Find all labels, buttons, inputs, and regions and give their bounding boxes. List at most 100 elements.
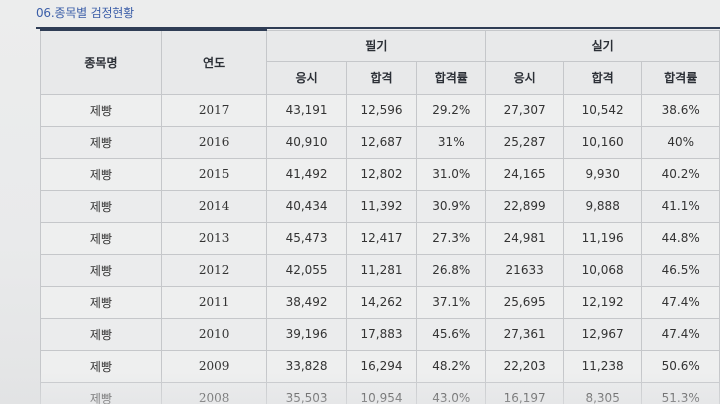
cell-practical-pass-rate: 38.6%	[641, 93, 720, 127]
header-year: 연도	[160, 29, 268, 95]
cell-written-passed: 12,596	[345, 93, 418, 127]
cell-written-applicants: 39,196	[266, 317, 347, 351]
cell-written-applicants: 43,191	[266, 93, 347, 127]
cell-written-pass-rate: 31.0%	[416, 157, 487, 191]
table-body: 제빵 2017 43,191 12,596 29.2% 27,307 10,54…	[40, 93, 720, 404]
cell-year: 2014	[160, 189, 268, 223]
cell-year: 2017	[160, 93, 268, 127]
cell-written-applicants: 45,473	[266, 221, 347, 255]
header-practical: 실기	[485, 29, 720, 62]
cell-written-pass-rate: 29.2%	[416, 93, 487, 127]
cell-written-passed: 14,262	[345, 285, 418, 319]
cell-written-passed: 12,802	[345, 157, 418, 191]
cell-practical-applicants: 24,165	[485, 157, 564, 191]
section-title: 06.종목별 검정현황	[36, 6, 134, 20]
cell-written-applicants: 33,828	[266, 349, 347, 383]
cell-practical-passed: 11,238	[562, 349, 643, 383]
cell-year: 2011	[160, 285, 268, 319]
table-row: 제빵 2010 39,196 17,883 45.6% 27,361 12,96…	[40, 317, 720, 351]
cell-practical-passed: 12,192	[562, 285, 643, 319]
cell-written-passed: 17,883	[345, 317, 418, 351]
table-header: 종목명 연도 필기 실기 응시 합격 합격률 응시 합격 합격률	[40, 29, 720, 95]
cell-practical-pass-rate: 40%	[641, 125, 720, 159]
cell-practical-applicants: 27,361	[485, 317, 564, 351]
cell-name: 제빵	[40, 253, 162, 287]
table-row: 제빵 2016 40,910 12,687 31% 25,287 10,160 …	[40, 125, 720, 159]
cell-practical-applicants: 25,287	[485, 125, 564, 159]
table-row: 제빵 2011 38,492 14,262 37.1% 25,695 12,19…	[40, 285, 720, 319]
cell-written-applicants: 41,492	[266, 157, 347, 191]
cell-practical-passed: 10,068	[562, 253, 643, 287]
cell-written-passed: 12,687	[345, 125, 418, 159]
cell-written-applicants: 40,910	[266, 125, 347, 159]
header-practical-pass-rate: 합격률	[641, 60, 720, 95]
cell-practical-passed: 9,930	[562, 157, 643, 191]
table-row: 제빵 2014 40,434 11,392 30.9% 22,899 9,888…	[40, 189, 720, 223]
cell-year: 2010	[160, 317, 268, 351]
header-written-passed: 합격	[345, 60, 418, 95]
header-written-applicants: 응시	[266, 60, 347, 95]
cell-name: 제빵	[40, 125, 162, 159]
cell-name: 제빵	[40, 381, 162, 404]
header-written: 필기	[266, 29, 487, 62]
cell-year: 2015	[160, 157, 268, 191]
cell-practical-applicants: 16,197	[485, 381, 564, 404]
cell-practical-passed: 8,305	[562, 381, 643, 404]
cell-name: 제빵	[40, 93, 162, 127]
cell-written-applicants: 38,492	[266, 285, 347, 319]
header-written-pass-rate: 합격률	[416, 60, 487, 95]
cell-name: 제빵	[40, 317, 162, 351]
cell-written-passed: 11,281	[345, 253, 418, 287]
cell-practical-applicants: 22,899	[485, 189, 564, 223]
cell-name: 제빵	[40, 189, 162, 223]
cell-practical-pass-rate: 41.1%	[641, 189, 720, 223]
cell-written-applicants: 35,503	[266, 381, 347, 404]
table-row: 제빵 2017 43,191 12,596 29.2% 27,307 10,54…	[40, 93, 720, 127]
cell-practical-pass-rate: 51.3%	[641, 381, 720, 404]
cell-written-applicants: 40,434	[266, 189, 347, 223]
cell-practical-pass-rate: 50.6%	[641, 349, 720, 383]
cell-written-pass-rate: 43.0%	[416, 381, 487, 404]
title-rule	[36, 27, 720, 29]
cell-practical-applicants: 27,307	[485, 93, 564, 127]
cell-practical-applicants: 22,203	[485, 349, 564, 383]
cell-written-passed: 10,954	[345, 381, 418, 404]
cell-practical-pass-rate: 47.4%	[641, 317, 720, 351]
cell-practical-passed: 10,542	[562, 93, 643, 127]
cell-practical-applicants: 21633	[485, 253, 564, 287]
table-row: 제빵 2008 35,503 10,954 43.0% 16,197 8,305…	[40, 381, 720, 404]
cell-practical-passed: 9,888	[562, 189, 643, 223]
cell-name: 제빵	[40, 221, 162, 255]
cell-name: 제빵	[40, 285, 162, 319]
table-row: 제빵 2009 33,828 16,294 48.2% 22,203 11,23…	[40, 349, 720, 383]
cell-year: 2008	[160, 381, 268, 404]
cell-written-applicants: 42,055	[266, 253, 347, 287]
cell-year: 2012	[160, 253, 268, 287]
cell-written-pass-rate: 37.1%	[416, 285, 487, 319]
table-row: 제빵 2015 41,492 12,802 31.0% 24,165 9,930…	[40, 157, 720, 191]
header-practical-passed: 합격	[562, 60, 643, 95]
cell-practical-pass-rate: 47.4%	[641, 285, 720, 319]
cell-practical-pass-rate: 44.8%	[641, 221, 720, 255]
cell-written-pass-rate: 26.8%	[416, 253, 487, 287]
cell-practical-applicants: 24,981	[485, 221, 564, 255]
cell-practical-pass-rate: 46.5%	[641, 253, 720, 287]
cell-practical-passed: 11,196	[562, 221, 643, 255]
cell-practical-passed: 10,160	[562, 125, 643, 159]
cell-practical-passed: 12,967	[562, 317, 643, 351]
cell-written-pass-rate: 45.6%	[416, 317, 487, 351]
header-practical-applicants: 응시	[485, 60, 564, 95]
cell-name: 제빵	[40, 349, 162, 383]
cell-year: 2009	[160, 349, 268, 383]
cell-written-pass-rate: 31%	[416, 125, 487, 159]
table-row: 제빵 2013 45,473 12,417 27.3% 24,981 11,19…	[40, 221, 720, 255]
cell-name: 제빵	[40, 157, 162, 191]
exam-stats-table: 종목명 연도 필기 실기 응시 합격 합격률 응시 합격 합격률 제빵 2017…	[40, 29, 720, 404]
header-name: 종목명	[40, 29, 162, 95]
cell-written-passed: 16,294	[345, 349, 418, 383]
cell-year: 2016	[160, 125, 268, 159]
cell-written-passed: 11,392	[345, 189, 418, 223]
cell-year: 2013	[160, 221, 268, 255]
cell-written-pass-rate: 30.9%	[416, 189, 487, 223]
